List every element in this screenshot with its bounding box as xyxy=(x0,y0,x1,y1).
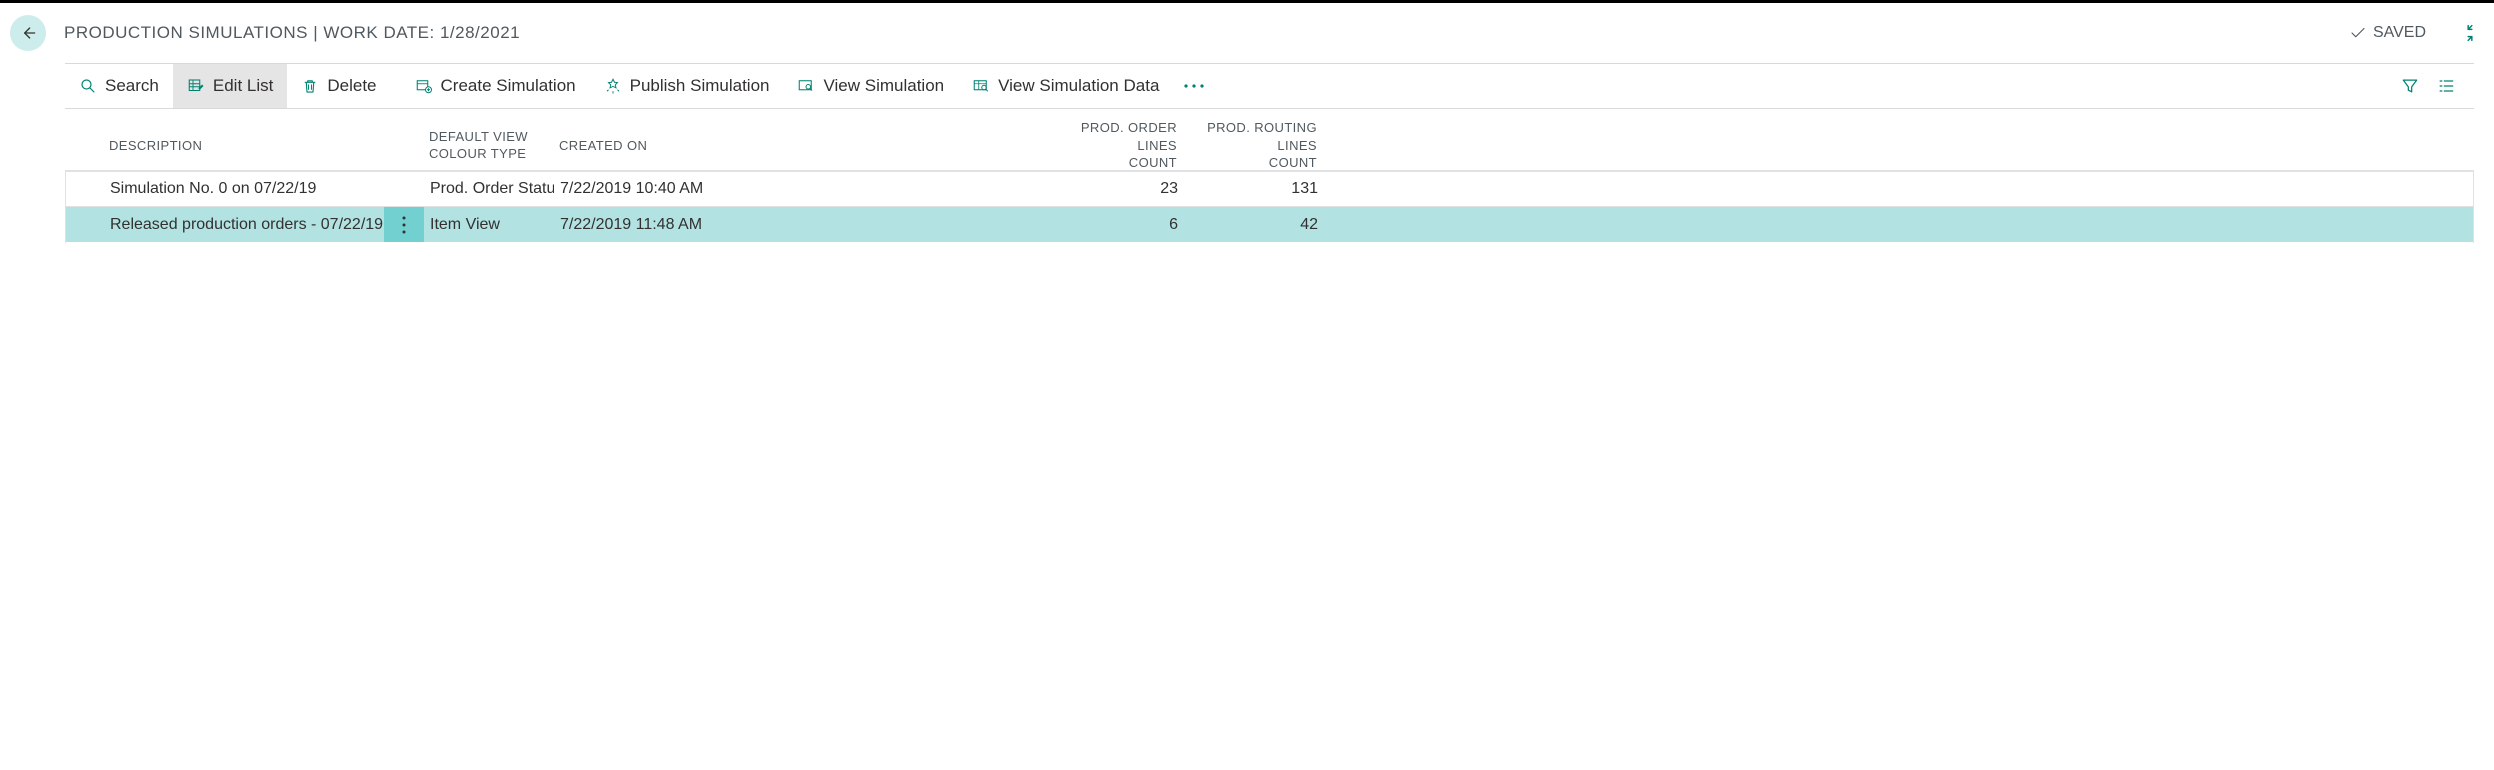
search-button[interactable]: Search xyxy=(65,64,173,108)
create-simulation-icon xyxy=(415,77,433,95)
collapse-button[interactable] xyxy=(2456,19,2484,47)
col-description[interactable]: DESCRIPTION xyxy=(103,119,383,172)
publish-simulation-icon xyxy=(604,77,622,95)
collapse-icon xyxy=(2459,22,2481,44)
table-row[interactable]: Released production orders - 07/22/19 Ite… xyxy=(66,207,2473,243)
cell-colour-type[interactable]: Prod. Order Status xyxy=(424,172,554,206)
toolbar: Search Edit List Delete Create Simulatio… xyxy=(65,63,2474,109)
cell-created-on: 7/22/2019 10:40 AM xyxy=(554,172,734,206)
view-simulation-data-label: View Simulation Data xyxy=(998,76,1159,96)
cell-order-lines: 23 xyxy=(1044,172,1184,206)
cell-routing-lines: 42 xyxy=(1184,207,1324,242)
saved-label: SAVED xyxy=(2373,24,2426,42)
more-actions-button[interactable] xyxy=(1173,64,1215,108)
page-container: PRODUCTION SIMULATIONS | WORK DATE: 1/28… xyxy=(0,0,2494,480)
publish-simulation-label: Publish Simulation xyxy=(630,76,770,96)
col-routing-lines[interactable]: PROD. ROUTING LINES COUNT xyxy=(1183,119,1323,172)
view-simulation-data-icon xyxy=(972,77,990,95)
data-grid: DESCRIPTION DEFAULT VIEW COLOUR TYPE CRE… xyxy=(65,113,2474,243)
page-header: PRODUCTION SIMULATIONS | WORK DATE: 1/28… xyxy=(10,3,2484,63)
search-label: Search xyxy=(105,76,159,96)
search-icon xyxy=(79,77,97,95)
cell-description[interactable]: Simulation No. 0 on 07/22/19 xyxy=(104,172,384,206)
check-icon xyxy=(2349,24,2367,42)
cell-colour-type[interactable]: Item View xyxy=(424,207,554,242)
view-simulation-button[interactable]: View Simulation xyxy=(783,64,958,108)
row-actions-button[interactable] xyxy=(384,207,424,242)
col-created-on[interactable]: CREATED ON xyxy=(553,119,733,172)
grid-body: Simulation No. 0 on 07/22/19 Prod. Order … xyxy=(65,171,2474,243)
edit-list-label: Edit List xyxy=(213,76,273,96)
view-simulation-data-button[interactable]: View Simulation Data xyxy=(958,64,1173,108)
create-simulation-label: Create Simulation xyxy=(441,76,576,96)
col-default-view[interactable]: DEFAULT VIEW COLOUR TYPE xyxy=(423,119,553,172)
back-button[interactable] xyxy=(10,15,46,51)
create-simulation-button[interactable]: Create Simulation xyxy=(401,64,590,108)
trash-icon xyxy=(301,77,319,95)
col-order-lines[interactable]: PROD. ORDER LINES COUNT xyxy=(1043,119,1183,172)
view-simulation-label: View Simulation xyxy=(823,76,944,96)
table-row[interactable]: Simulation No. 0 on 07/22/19 Prod. Order … xyxy=(66,171,2473,207)
edit-list-icon xyxy=(187,77,205,95)
publish-simulation-button[interactable]: Publish Simulation xyxy=(590,64,784,108)
filter-icon xyxy=(2400,76,2420,96)
page-title: PRODUCTION SIMULATIONS | WORK DATE: 1/28… xyxy=(64,23,520,43)
view-simulation-icon xyxy=(797,77,815,95)
arrow-left-icon xyxy=(18,23,38,43)
delete-button[interactable]: Delete xyxy=(287,64,390,108)
more-vertical-icon xyxy=(402,216,406,234)
row-actions-button[interactable] xyxy=(384,172,424,206)
saved-indicator: SAVED xyxy=(2349,24,2426,42)
list-view-button[interactable] xyxy=(2428,68,2464,104)
grid-header-row: DESCRIPTION DEFAULT VIEW COLOUR TYPE CRE… xyxy=(65,113,2474,171)
cell-created-on: 7/22/2019 11:48 AM xyxy=(554,207,734,242)
cell-description[interactable]: Released production orders - 07/22/19 xyxy=(104,207,384,242)
more-horizontal-icon xyxy=(1183,83,1205,89)
cell-routing-lines: 131 xyxy=(1184,172,1324,206)
filter-button[interactable] xyxy=(2392,68,2428,104)
edit-list-button[interactable]: Edit List xyxy=(173,64,287,108)
list-icon xyxy=(2436,76,2456,96)
delete-label: Delete xyxy=(327,76,376,96)
cell-order-lines: 6 xyxy=(1044,207,1184,242)
